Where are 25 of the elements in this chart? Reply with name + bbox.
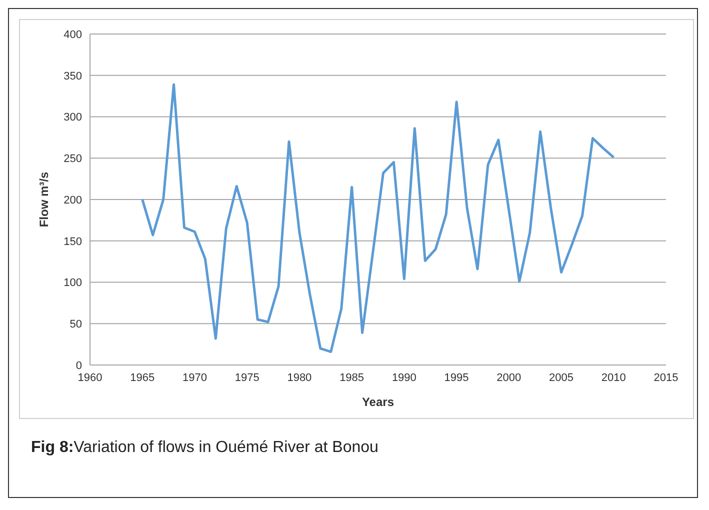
x-tick-label: 1970 [182,372,207,384]
y-tick-label: 400 [64,28,82,41]
x-tick-label: 1960 [78,372,102,384]
line-series [141,83,615,354]
y-tick-label: 350 [64,70,82,82]
x-tick-label: 1985 [340,372,364,384]
y-tick-label: 250 [64,153,82,166]
x-axis-title: Years [362,395,394,409]
caption: Fig 8:Variation of flows in Ouémé River at Bonou [31,439,378,457]
x-tick-label: 1965 [130,372,155,384]
y-tick-label: 200 [64,194,82,206]
x-tick-label: 1975 [234,372,260,384]
x-tick-label: 1990 [392,372,416,384]
y-tick-label: 50 [70,318,82,331]
y-tick-label: 100 [64,277,82,290]
x-tick-label: 1980 [287,372,312,384]
y-axis-title: Flow m³/s [37,172,51,228]
x-tick-label: 2015 [654,372,678,384]
x-tick-label: 2005 [549,372,574,384]
x-tick-label: 1995 [444,372,469,384]
y-tick-label: 300 [64,112,82,124]
y-tick-label: 0 [76,360,82,372]
y-tick-label: 150 [64,236,82,248]
x-tick-label: 2000 [496,372,522,384]
x-tick-label: 2010 [601,372,626,384]
